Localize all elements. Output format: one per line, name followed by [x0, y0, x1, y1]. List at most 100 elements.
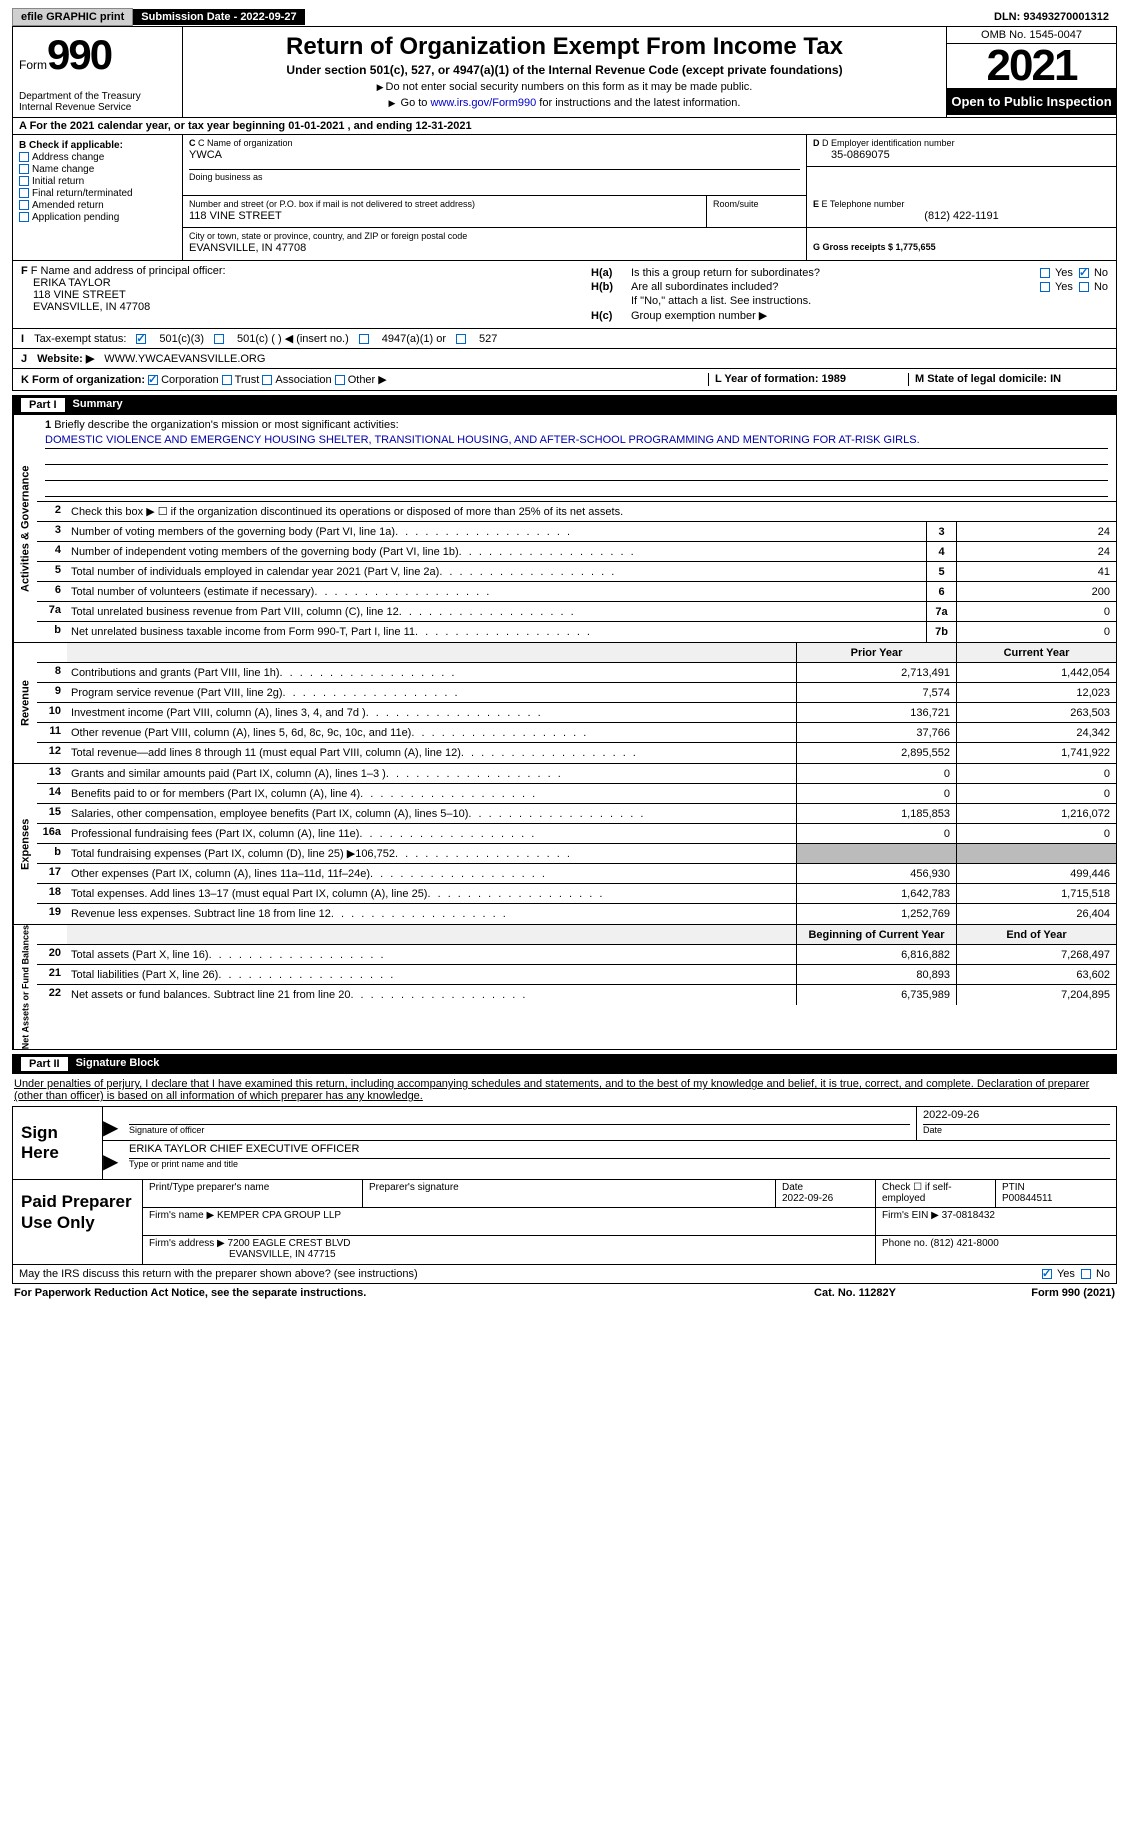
- checkbox-discuss-yes[interactable]: [1042, 1269, 1052, 1279]
- line-3-desc: Number of voting members of the governin…: [67, 522, 926, 541]
- checkbox-4947[interactable]: [359, 334, 369, 344]
- checkbox-address-change[interactable]: [19, 152, 29, 162]
- firm-phone: Phone no. (812) 421-8000: [876, 1236, 1116, 1264]
- line-22-prior: 6,735,989: [796, 985, 956, 1005]
- firm-ein: Firm's EIN ▶ 37-0818432: [876, 1208, 1116, 1235]
- current-year-header: Current Year: [956, 643, 1116, 662]
- form-subtitle: Under section 501(c), 527, or 4947(a)(1)…: [191, 63, 938, 77]
- street-value: 118 VINE STREET: [189, 209, 700, 222]
- line-16a-prior: 0: [796, 824, 956, 843]
- catalog-number: Cat. No. 11282Y: [755, 1287, 955, 1299]
- arrow-icon: ▶: [103, 1141, 123, 1174]
- irs-link[interactable]: www.irs.gov/Form990: [430, 97, 536, 109]
- checkbox-hb-yes[interactable]: [1040, 282, 1050, 292]
- line-11-prior: 37,766: [796, 723, 956, 742]
- line-16a-current: 0: [956, 824, 1116, 843]
- form-header: Form990 Department of the Treasury Inter…: [12, 27, 1117, 118]
- checkbox-corporation[interactable]: [148, 375, 158, 385]
- checkbox-name-change[interactable]: [19, 164, 29, 174]
- form-word: Form: [19, 58, 47, 72]
- line-5-value: 41: [956, 562, 1116, 581]
- paid-preparer-label: Paid Preparer Use Only: [13, 1180, 143, 1264]
- checkbox-501c3[interactable]: [136, 334, 146, 344]
- form-title: Return of Organization Exempt From Incom…: [191, 33, 938, 61]
- preparer-name-label: Print/Type preparer's name: [143, 1180, 363, 1207]
- officer-name: ERIKA TAYLOR CHIEF EXECUTIVE OFFICER: [129, 1143, 1110, 1159]
- room-label: Room/suite: [713, 199, 800, 209]
- website-value: WWW.YWCAEVANSVILLE.ORG: [104, 353, 265, 365]
- line-9-prior: 7,574: [796, 683, 956, 702]
- row-i-tax-status: I Tax-exempt status: 501(c)(3) 501(c) ( …: [12, 329, 1117, 349]
- line-12-desc: Total revenue—add lines 8 through 11 (mu…: [67, 743, 796, 763]
- ein-label: D D Employer identification number: [813, 138, 1110, 148]
- checkbox-ha-no[interactable]: [1079, 268, 1089, 278]
- form-note-1: Do not enter social security numbers on …: [191, 81, 938, 93]
- line-6-value: 200: [956, 582, 1116, 601]
- line-2: Check this box ▶ ☐ if the organization d…: [67, 502, 1116, 521]
- penalty-statement: Under penalties of perjury, I declare th…: [12, 1074, 1117, 1107]
- open-to-public: Open to Public Inspection: [947, 88, 1116, 115]
- checkbox-amended[interactable]: [19, 200, 29, 210]
- group-return-section: H(a) Is this a group return for subordin…: [583, 261, 1116, 328]
- line-22-current: 7,204,895: [956, 985, 1116, 1005]
- line-b-desc: Net unrelated business taxable income fr…: [67, 622, 926, 642]
- line-8-desc: Contributions and grants (Part VIII, lin…: [67, 663, 796, 682]
- checkbox-association[interactable]: [262, 375, 272, 385]
- checkbox-527[interactable]: [456, 334, 466, 344]
- ptin-value: P00844511: [1002, 1193, 1052, 1204]
- line-16a-desc: Professional fundraising fees (Part IX, …: [67, 824, 796, 843]
- checkbox-trust[interactable]: [222, 375, 232, 385]
- line-22-desc: Net assets or fund balances. Subtract li…: [67, 985, 796, 1005]
- checkbox-other[interactable]: [335, 375, 345, 385]
- line-17-current: 499,446: [956, 864, 1116, 883]
- line-20-desc: Total assets (Part X, line 16): [67, 945, 796, 964]
- row-j-website: J Website: ▶ WWW.YWCAEVANSVILLE.ORG: [12, 349, 1117, 369]
- form-note-2: Go to www.irs.gov/Form990 for instructio…: [191, 97, 938, 109]
- top-bar: efile GRAPHIC print Submission Date - 20…: [12, 8, 1117, 27]
- org-name-label: C C Name of organization: [189, 138, 800, 148]
- department-label: Department of the Treasury Internal Reve…: [19, 91, 176, 113]
- line-12-current: 1,741,922: [956, 743, 1116, 763]
- line-21-prior: 80,893: [796, 965, 956, 984]
- line-13-desc: Grants and similar amounts paid (Part IX…: [67, 764, 796, 783]
- checkbox-pending[interactable]: [19, 212, 29, 222]
- signature-label: Signature of officer: [129, 1125, 910, 1135]
- efile-button[interactable]: efile GRAPHIC print: [12, 8, 133, 26]
- arrow-icon: ▶: [103, 1107, 123, 1140]
- begin-year-header: Beginning of Current Year: [796, 925, 956, 944]
- side-label-expenses: Expenses: [13, 764, 37, 924]
- side-label-revenue: Revenue: [13, 643, 37, 763]
- self-employed-check: Check ☐ if self-employed: [876, 1180, 996, 1207]
- city-value: EVANSVILLE, IN 47708: [189, 241, 800, 254]
- checkbox-hb-no[interactable]: [1079, 282, 1089, 292]
- line-7a-value: 0: [956, 602, 1116, 621]
- line-19-desc: Revenue less expenses. Subtract line 18 …: [67, 904, 796, 924]
- line-10-desc: Investment income (Part VIII, column (A)…: [67, 703, 796, 722]
- line-9-current: 12,023: [956, 683, 1116, 702]
- year-formation: L Year of formation: 1989: [708, 373, 908, 386]
- row-k-form-org: K Form of organization: Corporation Trus…: [12, 369, 1117, 391]
- checkbox-discuss-no[interactable]: [1081, 1269, 1091, 1279]
- gross-receipts: G Gross receipts $ 1,775,655: [813, 242, 1110, 252]
- line-18-desc: Total expenses. Add lines 13–17 (must eq…: [67, 884, 796, 903]
- tax-year: 2021: [947, 44, 1116, 88]
- line-12-prior: 2,895,552: [796, 743, 956, 763]
- part-2-header: Part II Signature Block: [12, 1054, 1117, 1074]
- line-6-desc: Total number of volunteers (estimate if …: [67, 582, 926, 601]
- line-4-desc: Number of independent voting members of …: [67, 542, 926, 561]
- checkbox-ha-yes[interactable]: [1040, 268, 1050, 278]
- line-17-prior: 456,930: [796, 864, 956, 883]
- mission-label: Briefly describe the organization's miss…: [54, 419, 398, 431]
- discuss-row: May the IRS discuss this return with the…: [12, 1265, 1117, 1284]
- checkbox-final-return[interactable]: [19, 188, 29, 198]
- line-15-prior: 1,185,853: [796, 804, 956, 823]
- line-9-desc: Program service revenue (Part VIII, line…: [67, 683, 796, 702]
- form-footer: Form 990 (2021): [955, 1287, 1115, 1299]
- line-21-current: 63,602: [956, 965, 1116, 984]
- row-a-tax-year: A For the 2021 calendar year, or tax yea…: [12, 118, 1117, 135]
- checkbox-501c[interactable]: [214, 334, 224, 344]
- line-20-prior: 6,816,882: [796, 945, 956, 964]
- checkbox-initial-return[interactable]: [19, 176, 29, 186]
- street-label: Number and street (or P.O. box if mail i…: [189, 199, 700, 209]
- line-8-current: 1,442,054: [956, 663, 1116, 682]
